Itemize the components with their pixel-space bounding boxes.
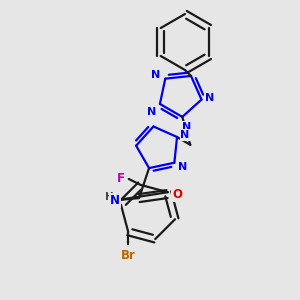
Text: N: N xyxy=(182,122,191,132)
Text: Br: Br xyxy=(121,249,136,262)
Text: H: H xyxy=(105,192,113,202)
Text: F: F xyxy=(117,172,125,185)
Text: N: N xyxy=(147,107,157,117)
Text: O: O xyxy=(172,188,182,201)
Text: N: N xyxy=(110,194,120,207)
Text: N: N xyxy=(151,70,160,80)
Text: N: N xyxy=(178,162,187,172)
Text: N: N xyxy=(205,93,214,103)
Text: N: N xyxy=(180,130,190,140)
